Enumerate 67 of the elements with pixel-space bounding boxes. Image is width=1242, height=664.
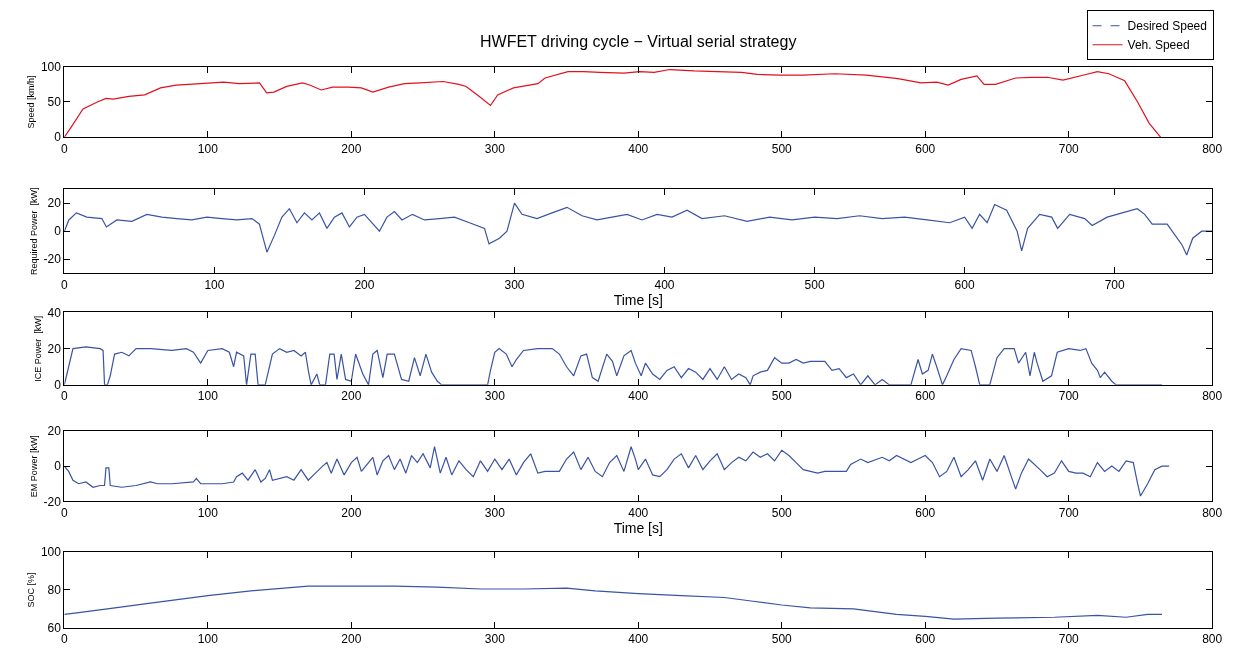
x-tick-label: 100 xyxy=(197,141,219,156)
x-tick-label: 100 xyxy=(197,632,219,647)
x-tick-label: 500 xyxy=(804,277,825,292)
y-tick-label: 100 xyxy=(40,59,62,74)
y-tick-label: 100 xyxy=(40,545,62,560)
x-tick-label: 700 xyxy=(1104,277,1126,292)
y-tick-label: 0 xyxy=(54,459,62,474)
y-tick-label: 50 xyxy=(47,95,62,110)
x-tick-label: 200 xyxy=(341,141,362,156)
x-tick-label: 600 xyxy=(954,277,975,292)
x-tick-label: 200 xyxy=(341,505,362,520)
x-tick-label: 200 xyxy=(341,632,362,647)
x-tick-label: 300 xyxy=(484,632,506,647)
y-axis-title: Speed [km/h] xyxy=(26,75,37,129)
x-tick-label: 600 xyxy=(915,632,936,647)
legend-label: Desired Speed xyxy=(1127,19,1207,34)
y-tick-label: 0 xyxy=(54,224,62,239)
line-series xyxy=(64,585,1163,620)
y-tick-label: 20 xyxy=(47,196,62,211)
x-tick-label: 600 xyxy=(915,141,936,156)
x-tick-label: 300 xyxy=(484,141,506,156)
x-tick-label: 700 xyxy=(1058,389,1080,404)
x-tick-label: 400 xyxy=(628,141,649,156)
y-axis-title: EM Power [kW] xyxy=(28,435,39,498)
line-series xyxy=(64,446,1170,497)
y-tick-label: 20 xyxy=(47,424,62,439)
x-tick-label: 700 xyxy=(1058,141,1080,156)
y-tick-label: 20 xyxy=(47,341,62,356)
x-tick-label: 800 xyxy=(1202,389,1223,404)
line-series xyxy=(64,68,1162,138)
y-tick-label: 60 xyxy=(47,620,62,635)
x-tick-label: 200 xyxy=(354,277,375,292)
x-tick-label: 400 xyxy=(628,389,649,404)
x-tick-label: 800 xyxy=(1202,141,1223,156)
x-tick-label: 400 xyxy=(628,505,649,520)
y-axis-title: Required Power [kW] xyxy=(28,187,39,275)
x-tick-label: 400 xyxy=(654,277,675,292)
x-tick-label: 300 xyxy=(484,389,506,404)
y-tick-label: -20 xyxy=(43,494,62,509)
y-tick-label: 0 xyxy=(54,378,62,393)
x-tick-label: 100 xyxy=(197,389,219,404)
x-tick-label: 500 xyxy=(771,632,793,647)
x-tick-label: 100 xyxy=(204,277,225,292)
y-tick-label: -20 xyxy=(43,252,62,267)
chart-title: HWFET driving cycle − Virtual serial strategy xyxy=(480,33,797,50)
x-tick-label: 600 xyxy=(915,505,936,520)
x-tick-label: 700 xyxy=(1058,505,1080,520)
y-axis-title: SOC [%] xyxy=(26,572,37,608)
y-axis-title: ICE Power [kW] xyxy=(32,315,43,382)
x-tick-label: 600 xyxy=(915,389,936,404)
y-tick-label: 0 xyxy=(54,130,62,145)
x-axis-title: Time [s] xyxy=(613,519,663,536)
x-tick-label: 800 xyxy=(1202,632,1223,647)
x-tick-label: 500 xyxy=(771,141,793,156)
y-tick-label: 40 xyxy=(47,305,62,320)
x-tick-label: 500 xyxy=(771,505,793,520)
x-tick-label: 800 xyxy=(1202,505,1223,520)
x-tick-label: 100 xyxy=(197,505,219,520)
x-tick-label: 300 xyxy=(504,277,525,292)
x-tick-label: 400 xyxy=(628,632,649,647)
legend-label: Veh. Speed xyxy=(1127,38,1190,53)
x-tick-label: 500 xyxy=(771,389,793,404)
x-tick-label: 700 xyxy=(1058,632,1080,647)
x-tick-label: 200 xyxy=(341,389,362,404)
x-tick-label: 300 xyxy=(484,505,506,520)
x-axis-title: Time [s] xyxy=(613,291,663,308)
y-tick-label: 80 xyxy=(47,583,62,598)
